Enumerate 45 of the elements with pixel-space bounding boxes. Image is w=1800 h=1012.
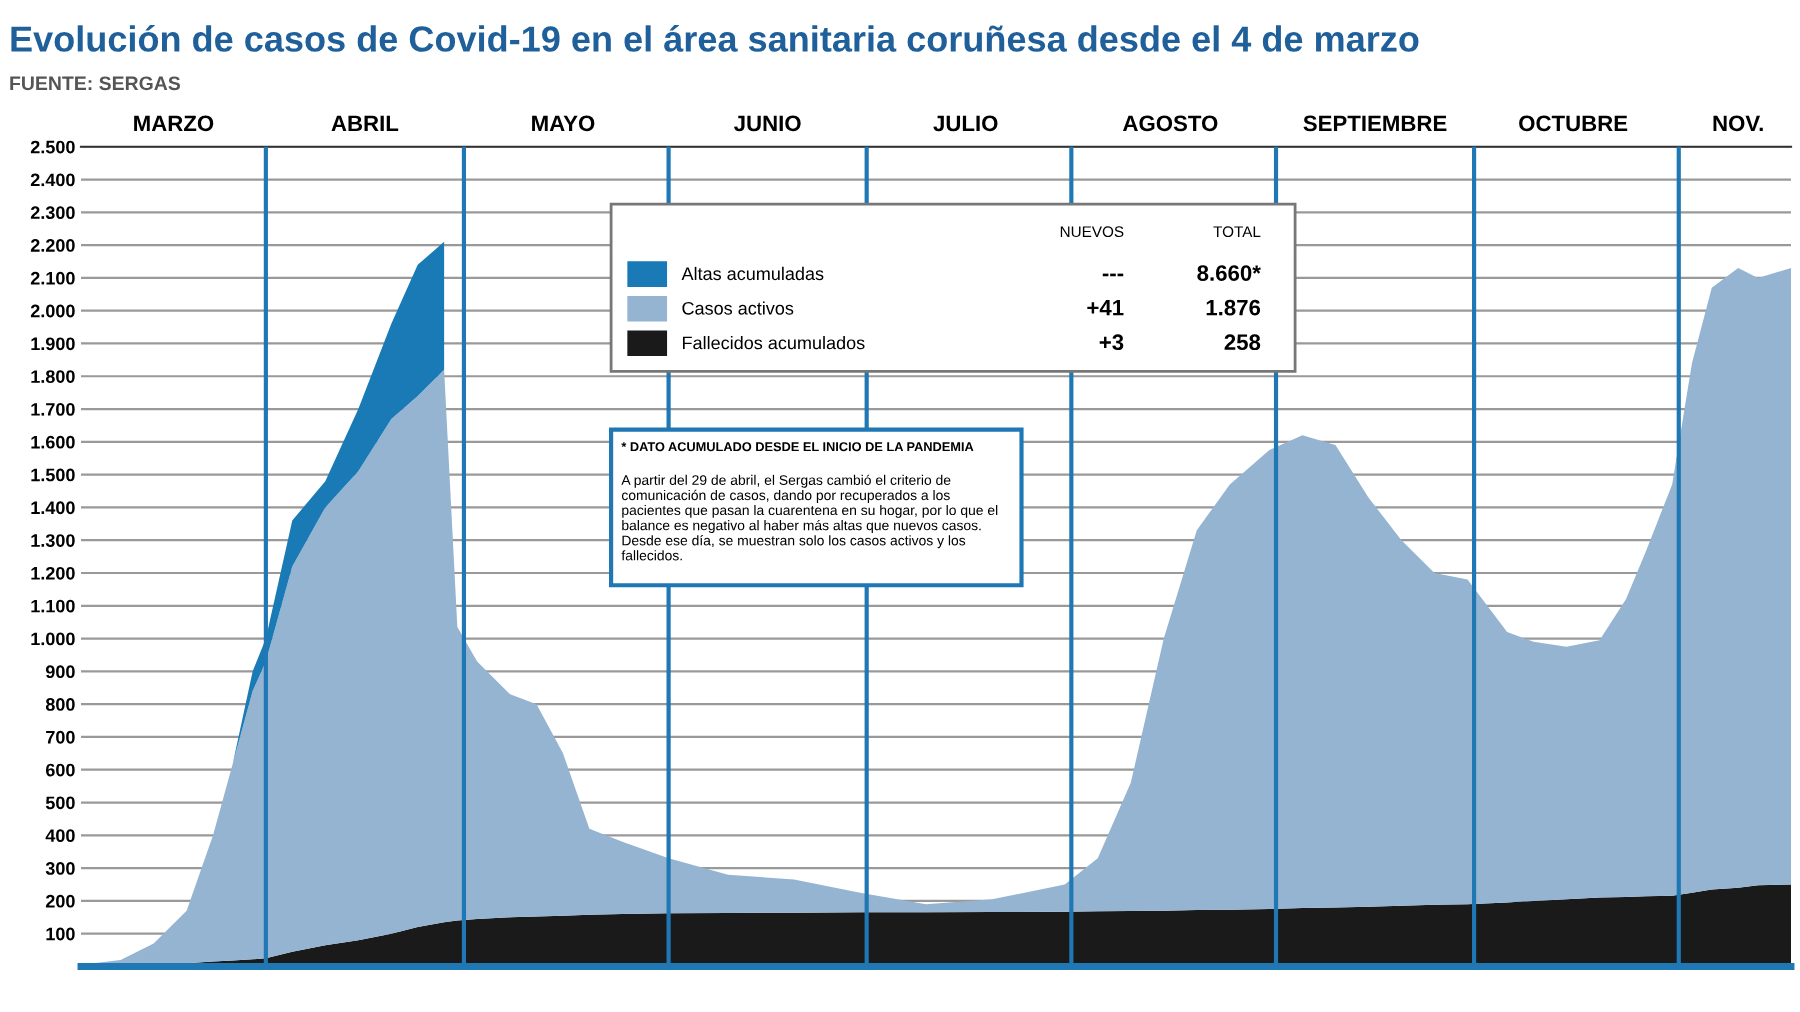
annotation: +41 [1087,299,1124,316]
y-tick-label: 1.300 [31,534,75,547]
x-tick-label: JUNIO [734,115,801,132]
annotation: +3 [1099,334,1124,351]
y-tick-label: 2.400 [30,173,75,187]
legend-label: Casos activos [682,301,794,315]
annotation: 258 [1224,334,1261,351]
x-tick-label: JULIO [933,115,998,132]
x-tick-label: OCTUBRE [1519,115,1628,132]
x-tick-label: MAYO [532,115,595,132]
y-tick-label: 1.100 [31,599,75,613]
source-note: FUENTE: SERGAS [10,76,181,91]
y-tick-label: 2.100 [30,271,75,285]
y-tick-label: 1.800 [31,370,75,383]
y-tick-label: 1.200 [31,566,75,580]
legend-label: Altas acumuladas [681,266,824,281]
x-tick-label: NOV. [1713,115,1763,132]
y-tick-label: 1.400 [31,501,75,515]
annotation: 8.660* [1197,265,1261,281]
y-tick-label: 900 [45,665,75,679]
x-tick-label: ABRIL [331,115,399,132]
y-tick-label: 200 [45,894,75,908]
y-tick-label: 400 [45,829,75,843]
y-tick-label: 600 [45,763,75,777]
annotation: 1.876 [1206,299,1261,316]
y-tick-label: 500 [45,796,75,810]
annotation: --- [1102,273,1124,277]
y-tick-label: 700 [46,730,75,744]
y-tick-label: 2.000 [30,304,75,318]
y-tick-label: 2.500 [30,140,75,154]
y-tick-label: 800 [45,698,75,711]
y-tick-label: 1.600 [31,435,75,449]
x-tick-label: SEPTIEMBRE [1303,115,1447,132]
y-tick-label: 1.700 [31,402,75,416]
y-tick-label: 300 [45,862,75,875]
legend-label: Fallecidos acumulados [683,336,865,350]
y-tick-label: 1.900 [31,337,75,351]
x-tick-label: MARZO [134,115,214,132]
x-tick-label: AGOSTO [1122,115,1218,132]
y-tick-label: 2.300 [30,206,75,220]
y-tick-label: 100 [46,927,75,941]
y-tick-label: 1.500 [31,468,75,482]
y-tick-label: 2.200 [30,239,75,252]
y-tick-label: 1.000 [31,632,75,646]
chart-title: Evolución de casos de Covid-19 en el área sanitaria coruñesa desde el 4 de marzo [11,24,1419,52]
